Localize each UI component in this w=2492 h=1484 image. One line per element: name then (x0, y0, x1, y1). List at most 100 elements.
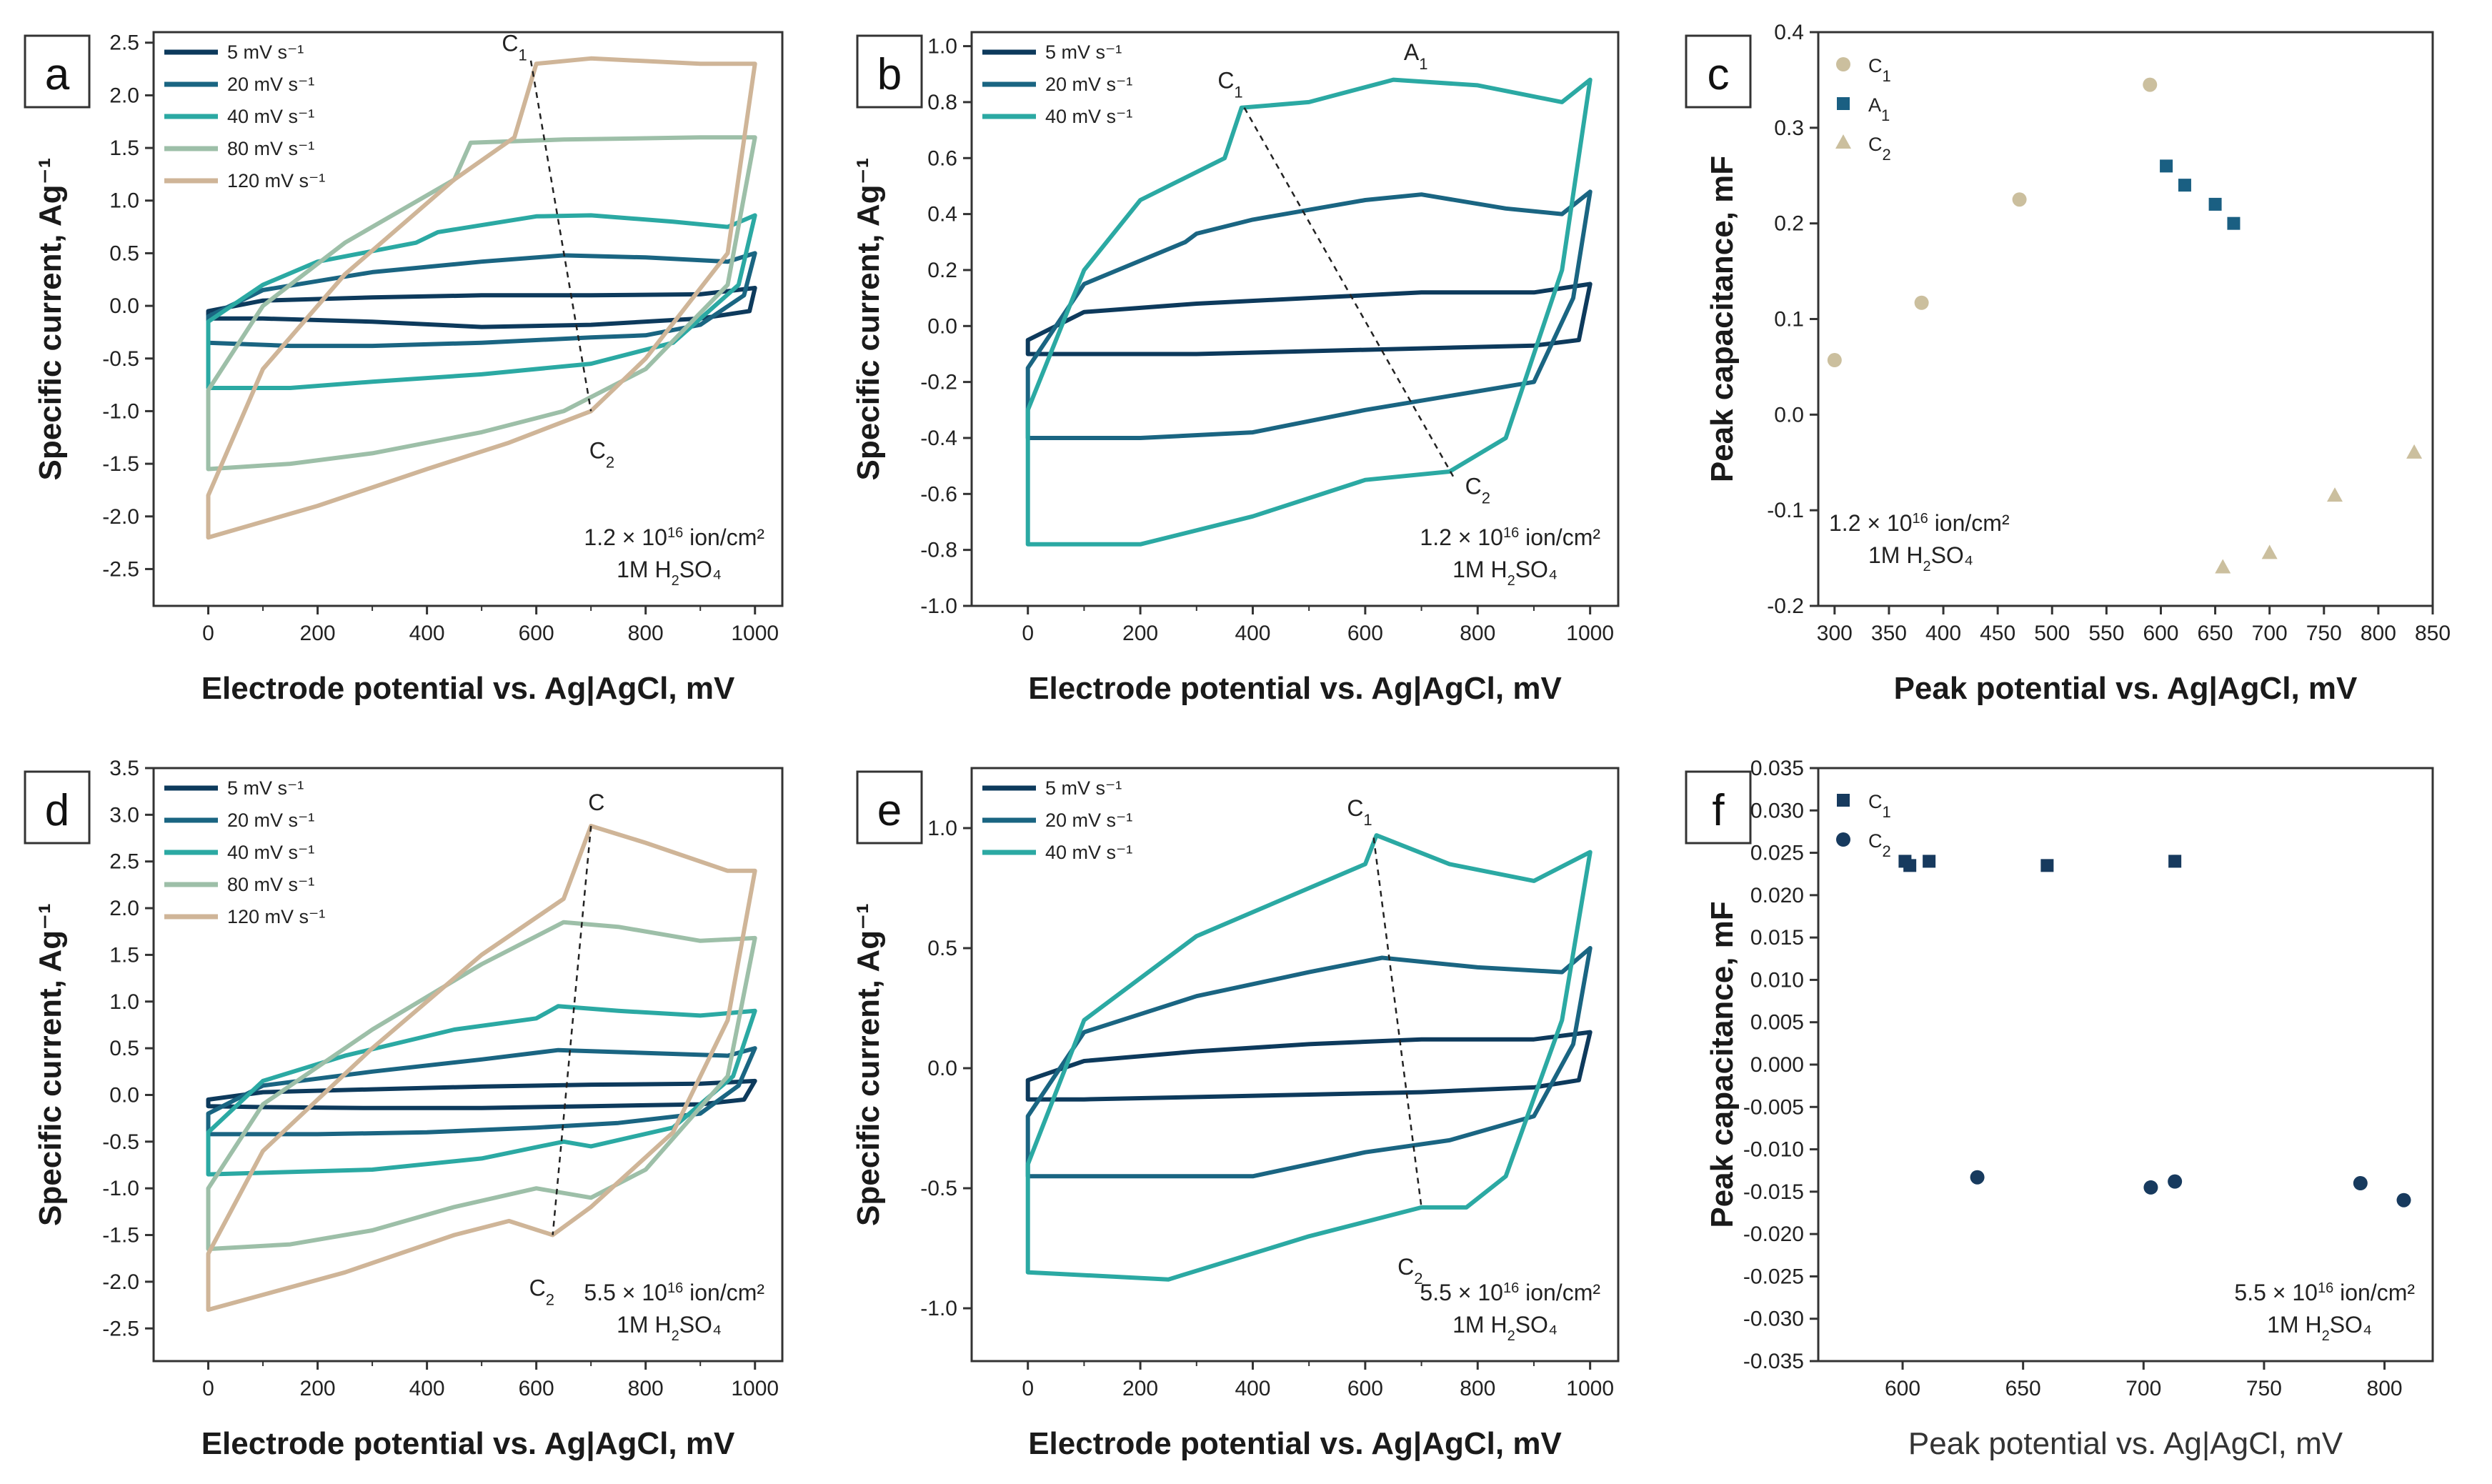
scatter-point-square (2040, 859, 2054, 872)
x-tick-label: 600 (1347, 1377, 1383, 1400)
x-tick-label: 800 (2361, 622, 2396, 645)
x-tick-label: 350 (1871, 622, 1907, 645)
x-tick-label: 0 (202, 622, 214, 645)
x-tick-label: 800 (1460, 622, 1495, 645)
y-tick-label: 0.8 (927, 91, 957, 114)
x-tick-label: 600 (1885, 1377, 1920, 1400)
y-axis-label: Peak capacitance, mF (1705, 901, 1740, 1227)
x-tick-label: 1000 (1566, 622, 1614, 645)
x-tick-label: 400 (1235, 622, 1270, 645)
y-tick-label: -1.5 (102, 1224, 139, 1248)
y-tick-label: -0.5 (102, 1130, 139, 1154)
panel-label-text: b (877, 50, 902, 99)
peak-shift-line (1243, 107, 1456, 481)
plot-frame (152, 31, 784, 607)
y-tick-label: -0.5 (102, 347, 139, 371)
x-axis-label: Peak potential vs. Ag|AgCl, mV (1894, 671, 2358, 707)
peak-shift-line (529, 60, 592, 412)
cv-loop-40-mv (1025, 833, 1593, 1282)
legend-label: 120 mV s⁻¹ (227, 906, 325, 927)
y-tick-label: -0.5 (920, 1177, 957, 1200)
y-tick-label: 2.5 (109, 31, 139, 55)
x-tick-label: 800 (2367, 1377, 2403, 1400)
panel-note: 1.2 × 1016 ion/cm² (1420, 524, 1600, 550)
legend-label: 5 mV s⁻¹ (227, 41, 304, 63)
x-tick-label: 800 (1460, 1377, 1495, 1400)
x-tick-label: 0 (1022, 1377, 1034, 1400)
panel-note: 1M H2SO₄ (617, 1312, 722, 1344)
scatter-point-square (1923, 855, 1936, 868)
legend-label: C2 (1868, 830, 1891, 860)
panel-label-c: c (1685, 34, 1752, 109)
y-tick-label: 1.0 (927, 817, 957, 840)
y-tick-label: -0.025 (1743, 1265, 1804, 1288)
legend-label: 5 mV s⁻¹ (1045, 41, 1122, 63)
panel-label-box (1685, 770, 1752, 845)
legend-label: 80 mV s⁻¹ (227, 138, 314, 159)
y-tick-label: 1.5 (109, 136, 139, 160)
panel-label-text: e (877, 786, 902, 835)
peak-annotation: A1 (1404, 39, 1428, 73)
x-tick-label: 700 (2252, 622, 2288, 645)
scatter-point-square (1903, 859, 1917, 872)
x-tick-label: 800 (628, 622, 664, 645)
legend-label: 40 mV s⁻¹ (1045, 106, 1132, 127)
panel-note: 1M H2SO₄ (2267, 1312, 2372, 1344)
y-tick-label: -0.2 (1767, 594, 1804, 618)
y-tick-label: 0.000 (1750, 1053, 1804, 1077)
x-tick-label: 500 (2034, 622, 2070, 645)
legend-label: 20 mV s⁻¹ (1045, 74, 1132, 95)
y-tick-label: -2.5 (102, 1317, 139, 1340)
x-axis-label: Peak potential vs. Ag|AgCl, mV (1908, 1426, 2343, 1461)
panel-f: f 600 650 700 750 800 -0.035 -0.030 -0.025 -0.020… (1685, 757, 2434, 1461)
y-tick-label: 2.0 (109, 897, 139, 920)
x-tick-label: 200 (300, 1377, 336, 1400)
x-tick-label: 1000 (731, 1377, 779, 1400)
peak-annotation: C2 (529, 1275, 554, 1309)
y-axis-label: Peak capacitance, mF (1705, 156, 1740, 482)
y-tick-label: 0.020 (1750, 884, 1804, 907)
cv-loop-120-mv (206, 824, 757, 1313)
peak-annotation: C1 (1217, 67, 1242, 101)
y-tick-label: -1.0 (920, 1297, 957, 1320)
legend-label: 80 mV s⁻¹ (227, 874, 314, 895)
legend-marker-circle (1836, 57, 1850, 71)
y-tick-label: 3.5 (109, 757, 139, 780)
y-tick-label: 0.4 (1774, 21, 1804, 44)
x-tick-label: 400 (1235, 1377, 1270, 1400)
y-tick-label: 0.035 (1750, 757, 1804, 780)
x-tick-label: 1000 (731, 622, 779, 645)
legend-label: 40 mV s⁻¹ (1045, 842, 1132, 863)
cv-loop-5-mv (206, 286, 757, 329)
x-tick-label: 1000 (1566, 1377, 1614, 1400)
scatter-point-square (2208, 197, 2222, 211)
x-tick-label: 600 (519, 1377, 554, 1400)
panel-note: 1.2 × 1016 ion/cm² (1829, 510, 2010, 536)
y-tick-label: -2.5 (102, 557, 139, 581)
x-tick-label: 600 (2143, 622, 2178, 645)
y-tick-label: 0.0 (1774, 403, 1804, 427)
cv-loop-40-mv (206, 1004, 757, 1177)
x-tick-label: 400 (409, 622, 445, 645)
x-tick-label: 550 (2088, 622, 2124, 645)
x-tick-label: 600 (519, 622, 554, 645)
panel-note: 1.2 × 1016 ion/cm² (584, 524, 764, 550)
peak-annotation: C2 (589, 438, 614, 472)
peak-annotation: C1 (1347, 795, 1372, 829)
panel-b: b 0 200 400 600 800 1000 -1.0 -0.8 -0.6 -0.4 -0.2 0.… (851, 31, 1620, 707)
x-tick-label: 200 (1122, 1377, 1158, 1400)
y-tick-label: 1.0 (927, 35, 957, 59)
y-axis-label: Specific current, Ag⁻¹ (33, 903, 68, 1226)
panel-label-a: a (24, 34, 91, 109)
y-tick-label: 0.025 (1750, 842, 1804, 865)
x-tick-label: 800 (628, 1377, 664, 1400)
scatter-point-circle (2353, 1176, 2368, 1190)
x-tick-label: 700 (2125, 1377, 2161, 1400)
panel-label-box (856, 34, 923, 109)
y-tick-label: -0.010 (1743, 1138, 1804, 1162)
legend-label: 120 mV s⁻¹ (227, 170, 325, 191)
y-tick-label: 2.5 (109, 850, 139, 874)
y-tick-label: -1.0 (920, 594, 957, 618)
legend-label: C1 (1868, 55, 1891, 85)
